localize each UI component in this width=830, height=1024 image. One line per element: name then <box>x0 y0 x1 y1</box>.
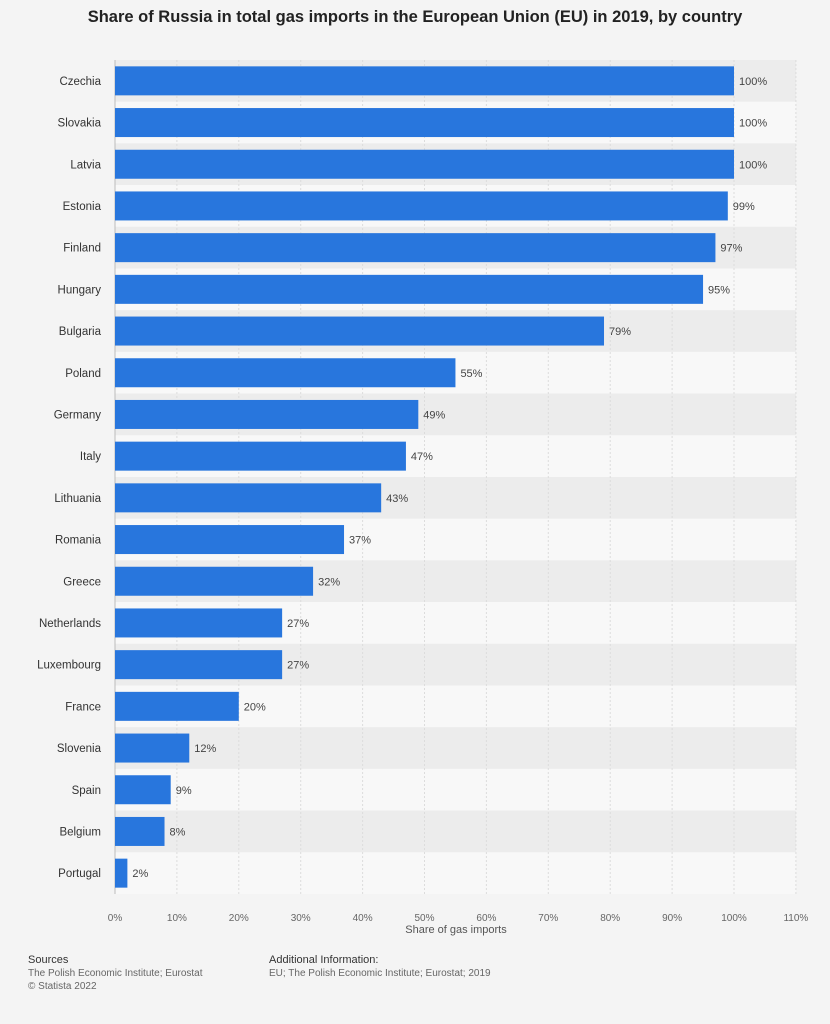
bar <box>115 441 406 471</box>
row-band <box>115 810 796 853</box>
x-tick-label: 100% <box>721 913 747 924</box>
bar <box>115 525 345 555</box>
x-tick-label: 20% <box>229 913 249 924</box>
category-label: Finland <box>63 243 101 255</box>
category-label: Greece <box>63 576 101 588</box>
value-label: 99% <box>733 201 755 213</box>
value-label: 43% <box>386 493 408 505</box>
additional-info-heading: Additional Information: <box>269 954 379 966</box>
category-label: Lithuania <box>54 493 101 505</box>
x-tick-label: 80% <box>600 913 620 924</box>
value-label: 100% <box>739 118 767 130</box>
value-label: 20% <box>244 701 266 713</box>
bar <box>115 858 128 888</box>
x-axis-label: Share of gas imports <box>405 924 507 936</box>
bar <box>115 399 419 429</box>
value-label: 97% <box>720 243 742 255</box>
bar <box>115 566 314 596</box>
category-label: Germany <box>54 409 102 421</box>
value-label: 27% <box>287 660 309 672</box>
category-label: Portugal <box>58 868 101 880</box>
copyright-text: © Statista 2022 <box>28 981 97 992</box>
x-tick-label: 50% <box>414 913 434 924</box>
category-label: Czechia <box>59 76 101 88</box>
x-tick-label: 70% <box>538 913 558 924</box>
row-band <box>115 852 796 894</box>
x-tick-label: 0% <box>108 913 123 924</box>
bar <box>115 66 734 96</box>
value-label: 37% <box>349 535 371 547</box>
value-label: 12% <box>194 743 216 755</box>
bar <box>115 316 605 346</box>
bar <box>115 358 456 388</box>
category-label: Bulgaria <box>59 326 102 338</box>
bar <box>115 483 382 513</box>
value-label: 8% <box>170 826 186 838</box>
category-label: Hungary <box>58 284 102 296</box>
bar <box>115 108 734 138</box>
x-tick-label: 60% <box>476 913 496 924</box>
value-label: 55% <box>460 368 482 380</box>
x-tick-label: 110% <box>783 913 808 924</box>
value-label: 32% <box>318 576 340 588</box>
value-label: 79% <box>609 326 631 338</box>
value-label: 100% <box>739 76 767 88</box>
row-band <box>115 727 796 769</box>
bar <box>115 149 734 179</box>
category-label: Slovenia <box>57 743 102 755</box>
bar <box>115 650 283 680</box>
value-label: 95% <box>708 284 730 296</box>
bar <box>115 233 716 263</box>
row-band <box>115 768 796 811</box>
additional-info-text: EU; The Polish Economic Institute; Euros… <box>269 968 491 979</box>
category-label: Slovakia <box>58 118 102 130</box>
sources-block: Sources The Polish Economic Institute; E… <box>28 954 203 993</box>
value-label: 49% <box>423 409 445 421</box>
sources-text: The Polish Economic Institute; Eurostat <box>28 968 203 979</box>
x-tick-label: 10% <box>167 913 187 924</box>
value-label: 100% <box>739 159 767 171</box>
bar <box>115 274 704 304</box>
bar <box>115 191 728 221</box>
category-label: Estonia <box>63 201 102 213</box>
category-label: Romania <box>55 535 102 547</box>
x-tick-label: 30% <box>291 913 311 924</box>
category-label: Poland <box>65 368 101 380</box>
additional-info-block: Additional Information: EU; The Polish E… <box>269 954 491 980</box>
bar <box>115 608 283 638</box>
category-label: Belgium <box>59 826 101 838</box>
category-label: Spain <box>72 785 101 797</box>
chart-title: Share of Russia in total gas imports in … <box>87 8 743 26</box>
value-label: 27% <box>287 618 309 630</box>
x-tick-label: 40% <box>353 913 373 924</box>
category-label: Netherlands <box>39 618 101 630</box>
category-label: Italy <box>80 451 101 463</box>
x-tick-label: 90% <box>662 913 682 924</box>
value-label: 9% <box>176 785 192 797</box>
value-label: 2% <box>132 868 148 880</box>
bar <box>115 816 165 846</box>
category-label: Luxembourg <box>37 660 101 672</box>
sources-heading: Sources <box>28 954 69 966</box>
bar <box>115 733 190 763</box>
bar <box>115 691 239 721</box>
value-label: 47% <box>411 451 433 463</box>
category-label: Latvia <box>70 159 101 171</box>
bar <box>115 775 171 805</box>
bar-chart: Czechia 100% Slovakia 100% Latvia 100% Estonia… <box>37 60 808 936</box>
category-label: France <box>65 701 101 713</box>
